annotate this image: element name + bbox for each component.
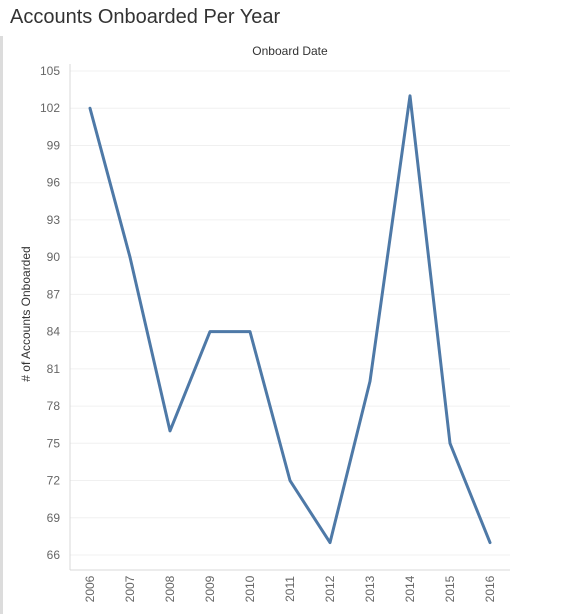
y-tick-label: 99 (47, 138, 61, 152)
y-axis-title: # of Accounts Onboarded (19, 246, 33, 381)
x-tick-label: 2010 (243, 575, 257, 602)
left-divider (0, 36, 3, 614)
y-tick-label: 72 (47, 474, 61, 488)
x-tick-label: 2007 (123, 575, 137, 602)
y-tick-label: 87 (47, 287, 61, 301)
axes (69, 64, 510, 571)
data-point[interactable] (128, 255, 133, 260)
data-point[interactable] (168, 428, 173, 433)
y-tick-label: 81 (47, 362, 61, 376)
x-tick-label: 2015 (443, 575, 457, 602)
data-point[interactable] (88, 106, 93, 111)
y-tick-label: 93 (47, 213, 61, 227)
x-axis-title: Onboard Date (252, 44, 328, 58)
x-tick-label: 2016 (483, 575, 497, 602)
y-tick-label: 66 (47, 548, 61, 562)
y-tick-labels: 105 102 99 96 93 90 87 84 81 78 75 72 69 66 (40, 64, 60, 562)
series (88, 93, 493, 545)
x-tick-label: 2012 (323, 575, 337, 602)
x-tick-label: 2013 (363, 575, 377, 602)
y-tick-label: 96 (47, 176, 61, 190)
y-tick-label: 84 (47, 325, 61, 339)
x-tick-label: 2011 (283, 576, 297, 602)
data-point[interactable] (288, 478, 293, 483)
y-tick-label: 75 (47, 436, 61, 450)
x-tick-label: 2014 (403, 575, 417, 602)
data-point[interactable] (208, 329, 213, 334)
data-point[interactable] (408, 93, 413, 98)
data-point[interactable] (488, 540, 493, 545)
y-tick-label: 69 (47, 511, 61, 525)
x-tick-label: 2006 (83, 575, 97, 602)
chart-title: Accounts Onboarded Per Year (10, 6, 281, 28)
series-line (88, 94, 492, 545)
data-point[interactable] (368, 379, 373, 384)
x-tick-labels: 2006 2007 2008 2009 2010 2011 2012 2013 2014 2015… (83, 575, 497, 602)
y-tick-label: 102 (40, 101, 60, 115)
data-point[interactable] (328, 540, 333, 545)
y-tick-label: 90 (47, 250, 61, 264)
x-tick-label: 2009 (203, 575, 217, 602)
data-point[interactable] (248, 329, 253, 334)
y-tick-label: 78 (47, 399, 61, 413)
x-tick-label: 2008 (163, 575, 177, 602)
y-tick-label: 105 (40, 64, 60, 78)
data-point[interactable] (448, 441, 453, 446)
